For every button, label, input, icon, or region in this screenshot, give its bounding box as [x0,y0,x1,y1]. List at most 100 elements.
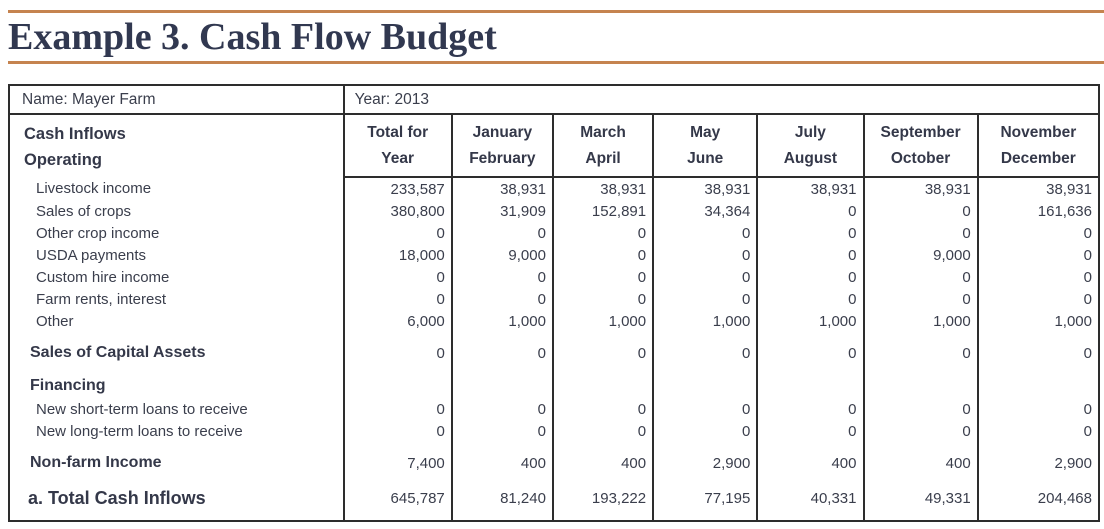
cell-value: 0 [652,266,758,288]
column-header-line2: December [1000,150,1076,167]
cell-value: 0 [551,420,654,442]
row-label: Financing [30,377,106,394]
column-header-line1: November [1000,124,1077,141]
row-label: New short-term loans to receive [36,400,248,418]
column-header-total: Total for Year [342,114,452,178]
row-label: Non-farm Income [30,454,162,471]
header-row: Cash Inflows Operating Total for Year Ja… [9,114,1099,178]
cell-value: 1,000 [756,310,864,332]
row-label: Custom hire income [36,268,170,286]
cell-value: 9,000 [450,244,553,266]
row-label: Sales of Capital Assets [30,344,206,361]
row-label: New long-term loans to receive [36,422,243,440]
cell-value: 0 [862,398,978,420]
cell-value: 0 [450,398,553,420]
cell-value: 0 [756,222,864,244]
cell-value: 1,000 [652,310,758,332]
cell-value: 0 [976,420,1099,442]
cell-value: 38,931 [551,177,654,200]
cell-value [976,365,1099,398]
column-header-line2: August [783,150,838,167]
cell-value: 0 [976,222,1099,244]
cell-value: 2,900 [976,442,1099,475]
cell-value: 0 [450,222,553,244]
table-row: New short-term loans to receive 0 0 0 0 0 0 0 [9,398,1099,420]
cell-value: 0 [652,244,758,266]
column-header-line1: January [472,124,533,141]
cell-value: 0 [652,288,758,310]
column-header-line1: Total for [367,124,429,141]
table-row: USDA payments 18,000 9,000 0 0 0 9,000 0 [9,244,1099,266]
document-page: Example 3. Cash Flow Budget Name: Mayer … [0,10,1104,529]
cell-value: 380,800 [342,200,452,222]
cell-value: 7,400 [342,442,452,475]
column-header-line2: October [890,150,951,167]
column-header-line1: March [580,124,626,141]
row-label: USDA payments [36,246,147,264]
cell-value [450,365,553,398]
cell-value: 0 [342,398,452,420]
header-operating: Operating [24,150,102,169]
cell-value: 0 [756,266,864,288]
cell-value: 0 [756,244,864,266]
cell-value: 0 [551,266,654,288]
cell-value: 0 [342,332,452,365]
column-header-line2: February [469,150,536,167]
cell-value: 0 [862,222,978,244]
cell-value: 0 [551,332,654,365]
header-label-column: Cash Inflows Operating [9,114,344,177]
cell-value: 0 [976,332,1099,365]
cell-value: 38,931 [450,177,553,200]
cell-value: 0 [976,398,1099,420]
cell-value: 0 [862,288,978,310]
table-row: Sales of crops 380,800 31,909 152,891 34,364… [9,200,1099,222]
cell-value: 0 [862,332,978,365]
cell-value: 0 [342,222,452,244]
table-row: Other 6,000 1,000 1,000 1,000 1,000 1,000 1,000 [9,310,1099,332]
budget-year: Year: 2013 [342,85,1099,115]
cell-value: 77,195 [652,475,758,521]
cell-value: 0 [652,222,758,244]
row-label: Other crop income [36,224,160,242]
cell-value: 204,468 [976,475,1099,521]
title-rule-bottom [8,61,1104,64]
table-row: Sales of Capital Assets 0 0 0 0 0 0 0 [9,332,1099,365]
cell-value: 233,587 [342,177,452,200]
cell-value: 0 [450,420,553,442]
cell-value: 0 [976,244,1099,266]
cell-value: 0 [652,332,758,365]
cell-value: 40,331 [756,475,864,521]
table-row: Livestock income 233,587 38,931 38,931 38,93… [9,177,1099,200]
cell-value: 400 [551,442,654,475]
cell-value: 0 [342,288,452,310]
cell-value: 0 [976,266,1099,288]
cell-value: 152,891 [551,200,654,222]
column-header-line1: May [690,124,721,141]
table-row: New long-term loans to receive 0 0 0 0 0 0 0 [9,420,1099,442]
cell-value [862,365,978,398]
cell-value: 0 [652,398,758,420]
cell-value [756,365,864,398]
cell-value: 18,000 [342,244,452,266]
cell-value: 0 [551,244,654,266]
column-header-line2: April [585,150,621,167]
cell-value: 0 [756,200,864,222]
column-header-line2: Year [381,150,415,167]
column-header-line1: September [880,124,961,141]
title-rule-top [8,10,1104,13]
cell-value [652,365,758,398]
cell-value: 0 [551,288,654,310]
cell-value: 2,900 [652,442,758,475]
cash-flow-budget-table: Name: Mayer Farm Year: 2013 Cash Inflows… [8,84,1100,522]
column-header-mar-apr: March April [551,114,654,178]
cell-value: 0 [862,266,978,288]
row-label: Other [36,312,74,330]
column-header-line2: June [687,150,724,167]
header-cash-inflows: Cash Inflows [24,124,126,143]
column-header-may-jun: May June [652,114,758,178]
meta-row: Name: Mayer Farm Year: 2013 [9,85,1099,115]
column-header-nov-dec: November December [976,114,1099,178]
column-header-jul-aug: July August [756,114,864,178]
cell-value [342,365,452,398]
cell-value: 6,000 [342,310,452,332]
